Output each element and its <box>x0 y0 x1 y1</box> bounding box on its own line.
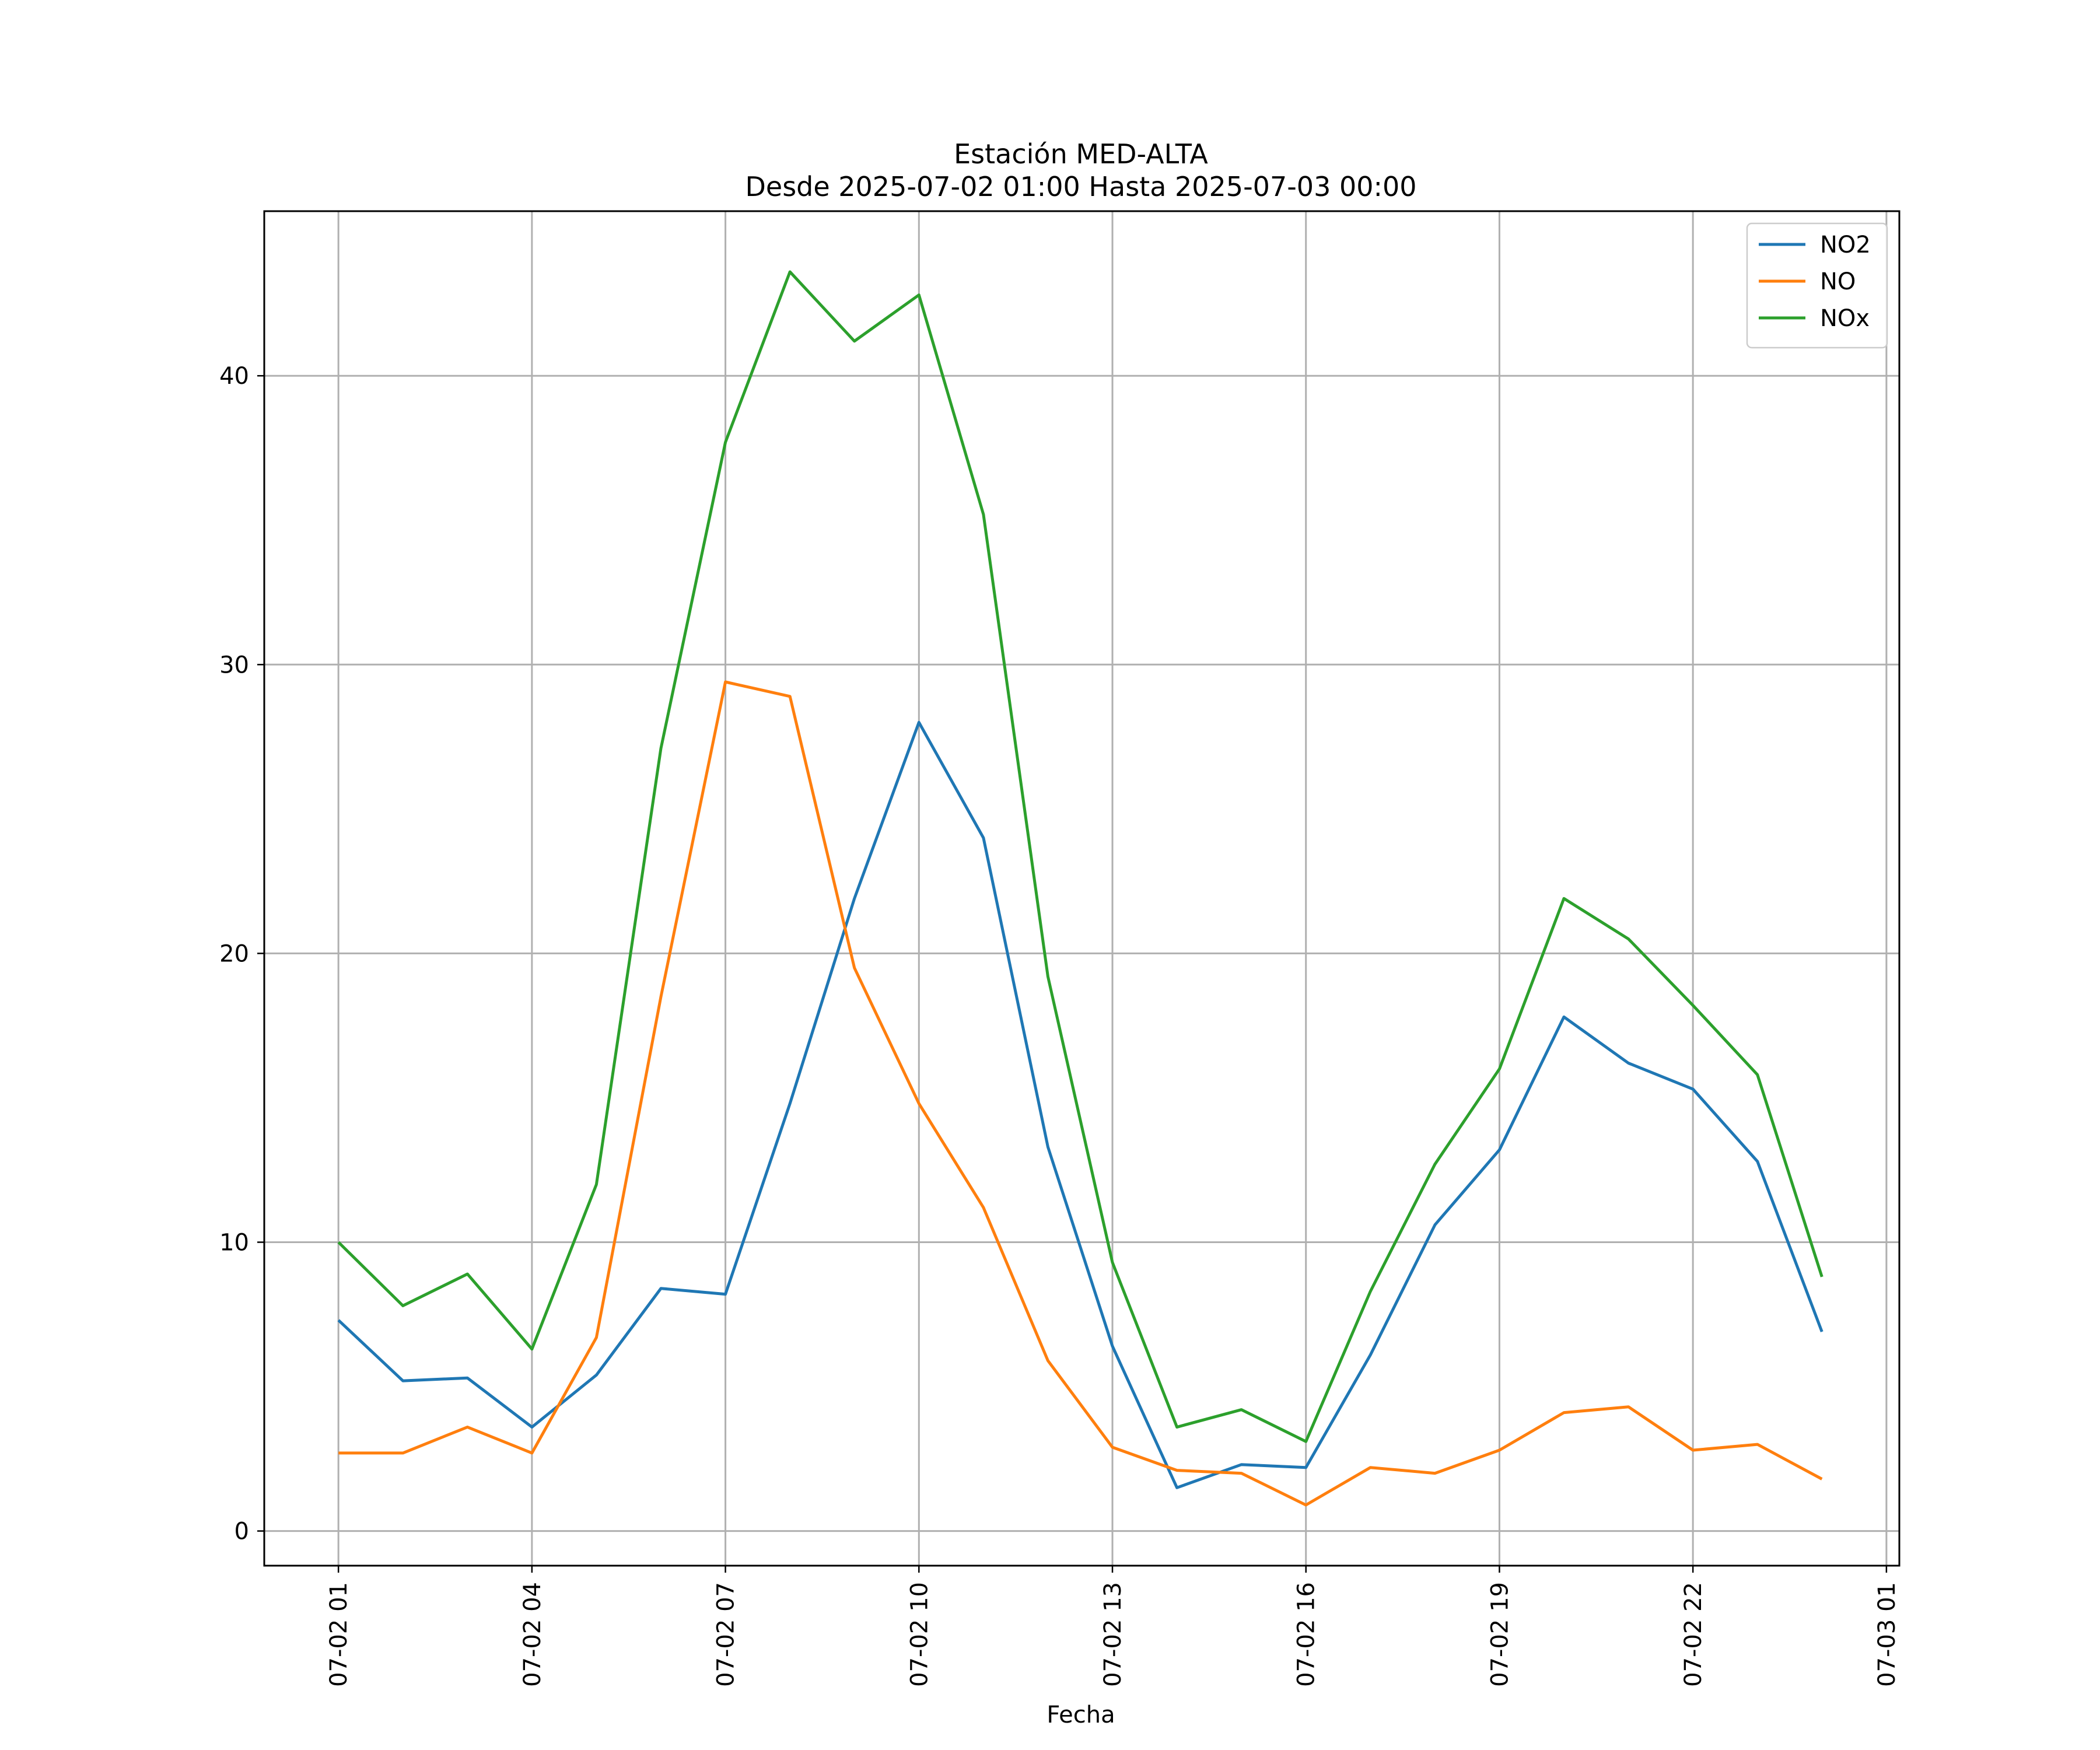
x-tick-label: 07-02 01 <box>326 1582 352 1687</box>
axes: 0 10 20 30 40 07-02 01 07-02 04 07-02 07 07-02 1… <box>219 210 1901 1687</box>
y-tick-label: 10 <box>219 1229 249 1256</box>
y-tick-label: 20 <box>219 940 249 967</box>
legend-label: NO <box>1820 268 1856 295</box>
x-tick-label: 07-03 01 <box>1874 1582 1901 1687</box>
x-tick-label: 07-02 19 <box>1486 1582 1513 1687</box>
legend-label: NOx <box>1820 305 1870 332</box>
y-tick-label: 30 <box>219 652 249 678</box>
legend: NO2 NO NOx <box>1746 222 1888 349</box>
plot-frame <box>263 210 1901 1567</box>
x-axis-label: Fecha <box>1046 1702 1115 1728</box>
x-tick-label: 07-02 22 <box>1680 1582 1707 1687</box>
x-tick-label: 07-02 16 <box>1293 1582 1320 1687</box>
grid <box>264 211 1899 1566</box>
legend-label: NO2 <box>1820 232 1871 258</box>
chart-subtitle: Desde 2025-07-02 01:00 Hasta 2025-07-03 … <box>745 171 1416 202</box>
x-tick-label: 07-02 10 <box>906 1582 933 1687</box>
x-tick-label: 07-02 07 <box>713 1582 740 1687</box>
chart-title: Estación MED-ALTA <box>954 138 1208 170</box>
y-tick-label: 40 <box>219 363 249 390</box>
series-line-no <box>338 680 1823 1507</box>
plot-lines <box>337 270 1824 1507</box>
series-line-nox <box>337 270 1824 1443</box>
x-tick-label: 07-02 04 <box>519 1582 546 1687</box>
x-tick-label: 07-02 13 <box>1100 1582 1126 1687</box>
series-line-no2 <box>337 720 1824 1489</box>
y-tick-label: 0 <box>235 1518 249 1545</box>
